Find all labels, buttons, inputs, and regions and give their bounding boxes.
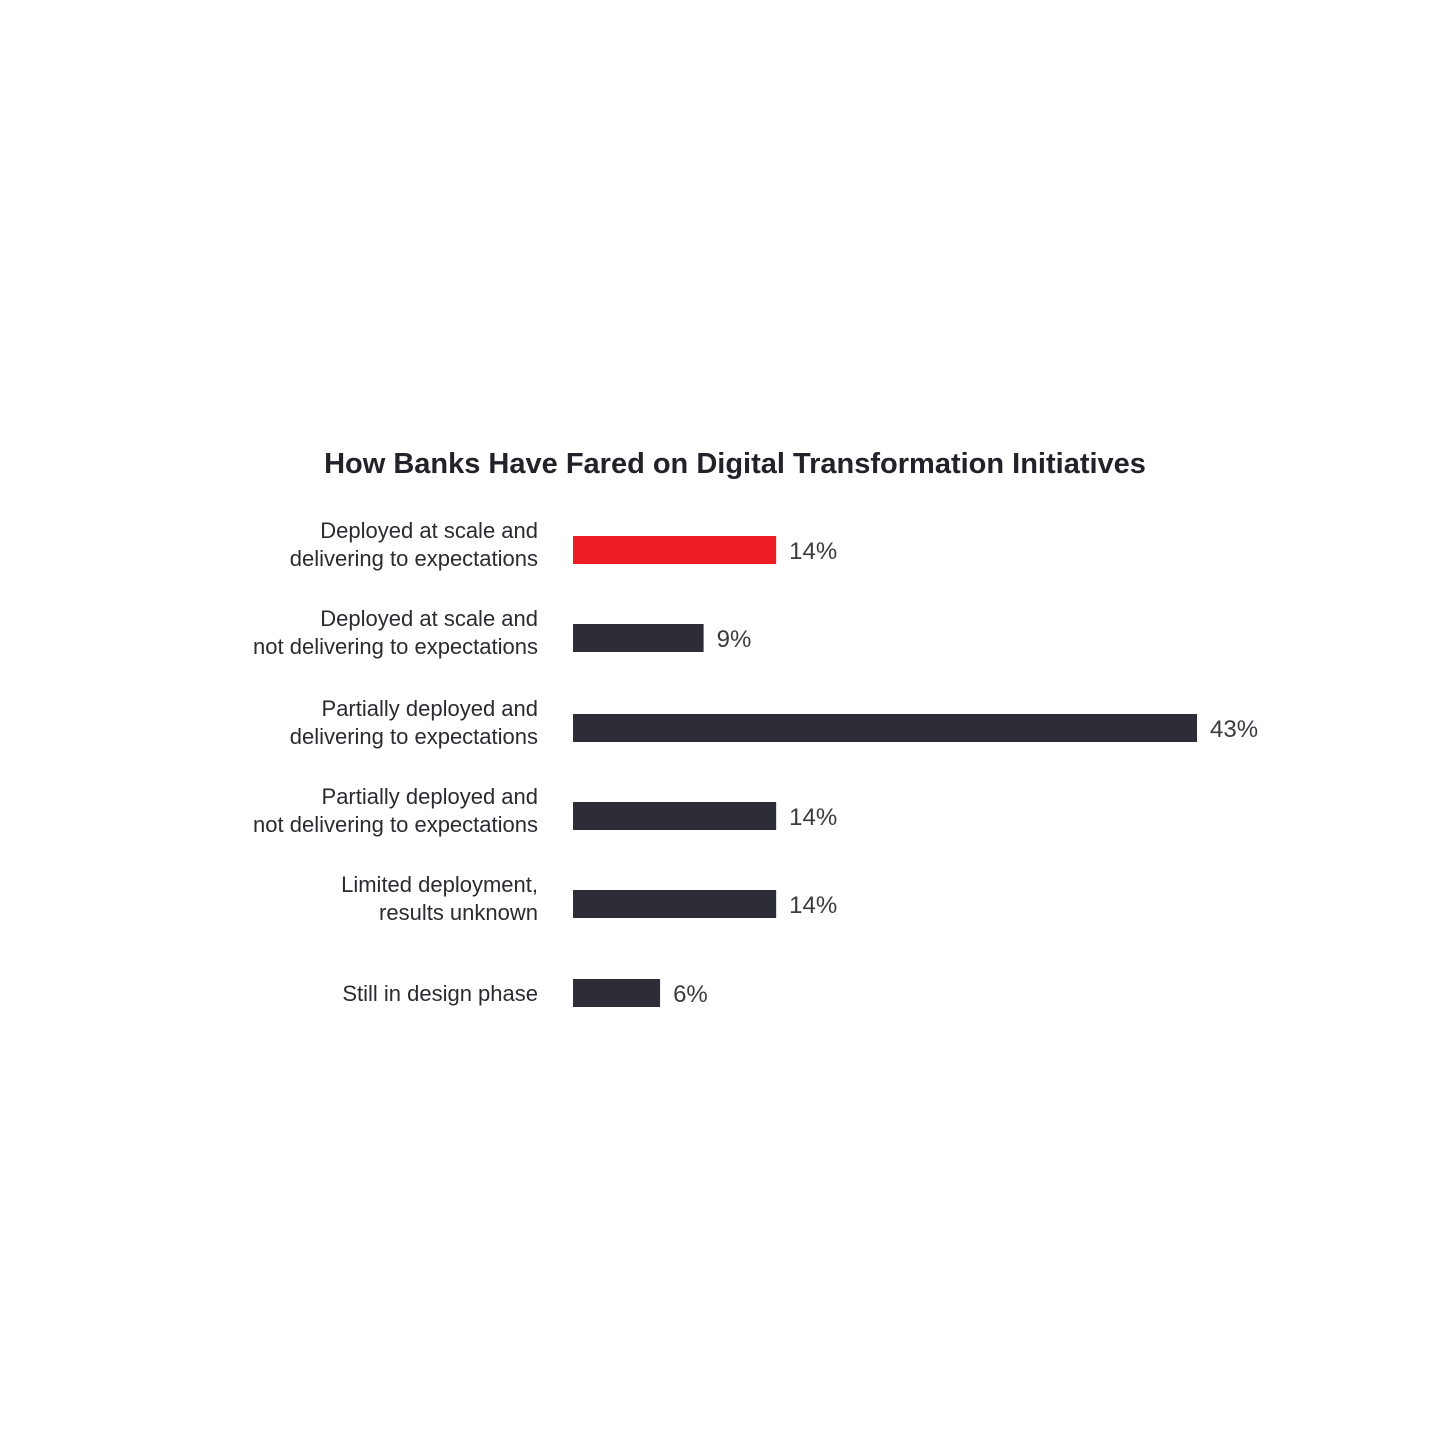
bar-6 [573, 979, 661, 1007]
bar-1 [573, 536, 777, 564]
value-label-3: 43% [1210, 716, 1258, 743]
bar-4 [573, 802, 777, 830]
bar-2 [573, 624, 704, 652]
bar-5 [573, 890, 777, 918]
category-label-6-line-1: Still in design phase [342, 981, 538, 1006]
category-label-4-line-1: Partially deployed and [322, 784, 538, 809]
category-label-2-line-1: Deployed at scale and [320, 606, 538, 631]
bar-3 [573, 714, 1197, 742]
chart-title: How Banks Have Fared on Digital Transfor… [324, 448, 1146, 480]
category-label-4-line-2: not delivering to expectations [253, 812, 538, 837]
bars-layer: 14% Deployed at scale and delivering to ex… [253, 518, 1258, 1008]
category-label-5-line-2: results unknown [379, 900, 538, 925]
value-label-1: 14% [789, 538, 837, 565]
category-label-5-line-1: Limited deployment, [341, 872, 538, 897]
value-label-2: 9% [717, 626, 752, 653]
value-label-4: 14% [789, 804, 837, 831]
category-label-2-line-2: not delivering to expectations [253, 634, 538, 659]
category-label-3-line-2: delivering to expectations [290, 724, 538, 749]
category-label-3-line-1: Partially deployed and [322, 696, 538, 721]
value-label-6: 6% [673, 981, 708, 1008]
value-label-5: 14% [789, 892, 837, 919]
category-label-1-line-2: delivering to expectations [290, 546, 538, 571]
category-label-1-line-1: Deployed at scale and [320, 518, 538, 543]
